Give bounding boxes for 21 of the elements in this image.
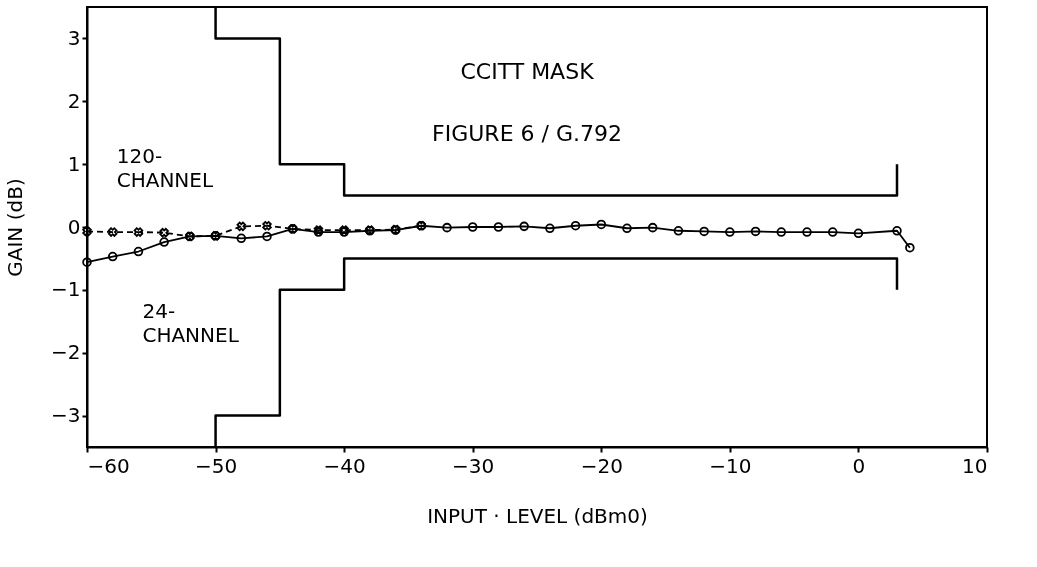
x-tick-label: −60 xyxy=(87,453,130,478)
y-tick-label: 1 xyxy=(67,151,81,176)
y-axis-title: GAIN (dB) xyxy=(3,178,28,277)
x-tick-label: 10 xyxy=(962,453,988,478)
y-tick-label: −2 xyxy=(51,340,81,365)
y-tick-label: 3 xyxy=(67,25,81,50)
annotation: CCITT MASK xyxy=(460,59,595,84)
y-tick-label: −3 xyxy=(51,403,81,428)
y-tick-label: 0 xyxy=(67,214,81,239)
x-tick-label: −20 xyxy=(580,453,623,478)
x-axis-title: INPUT · LEVEL (dBm0) xyxy=(427,503,648,528)
y-tick-label: −1 xyxy=(51,277,81,302)
y-tick-label: 2 xyxy=(67,88,81,113)
x-tick-label: −10 xyxy=(709,453,752,478)
x-tick-label: −40 xyxy=(323,453,366,478)
annotation: 24- CHANNEL xyxy=(142,298,240,347)
annotation: 120- CHANNEL xyxy=(116,144,214,193)
annotation: FIGURE 6 / G.792 xyxy=(432,121,622,146)
x-tick-label: 0 xyxy=(852,453,866,478)
x-tick-label: −50 xyxy=(194,453,238,478)
x-tick-label: −30 xyxy=(452,453,495,478)
